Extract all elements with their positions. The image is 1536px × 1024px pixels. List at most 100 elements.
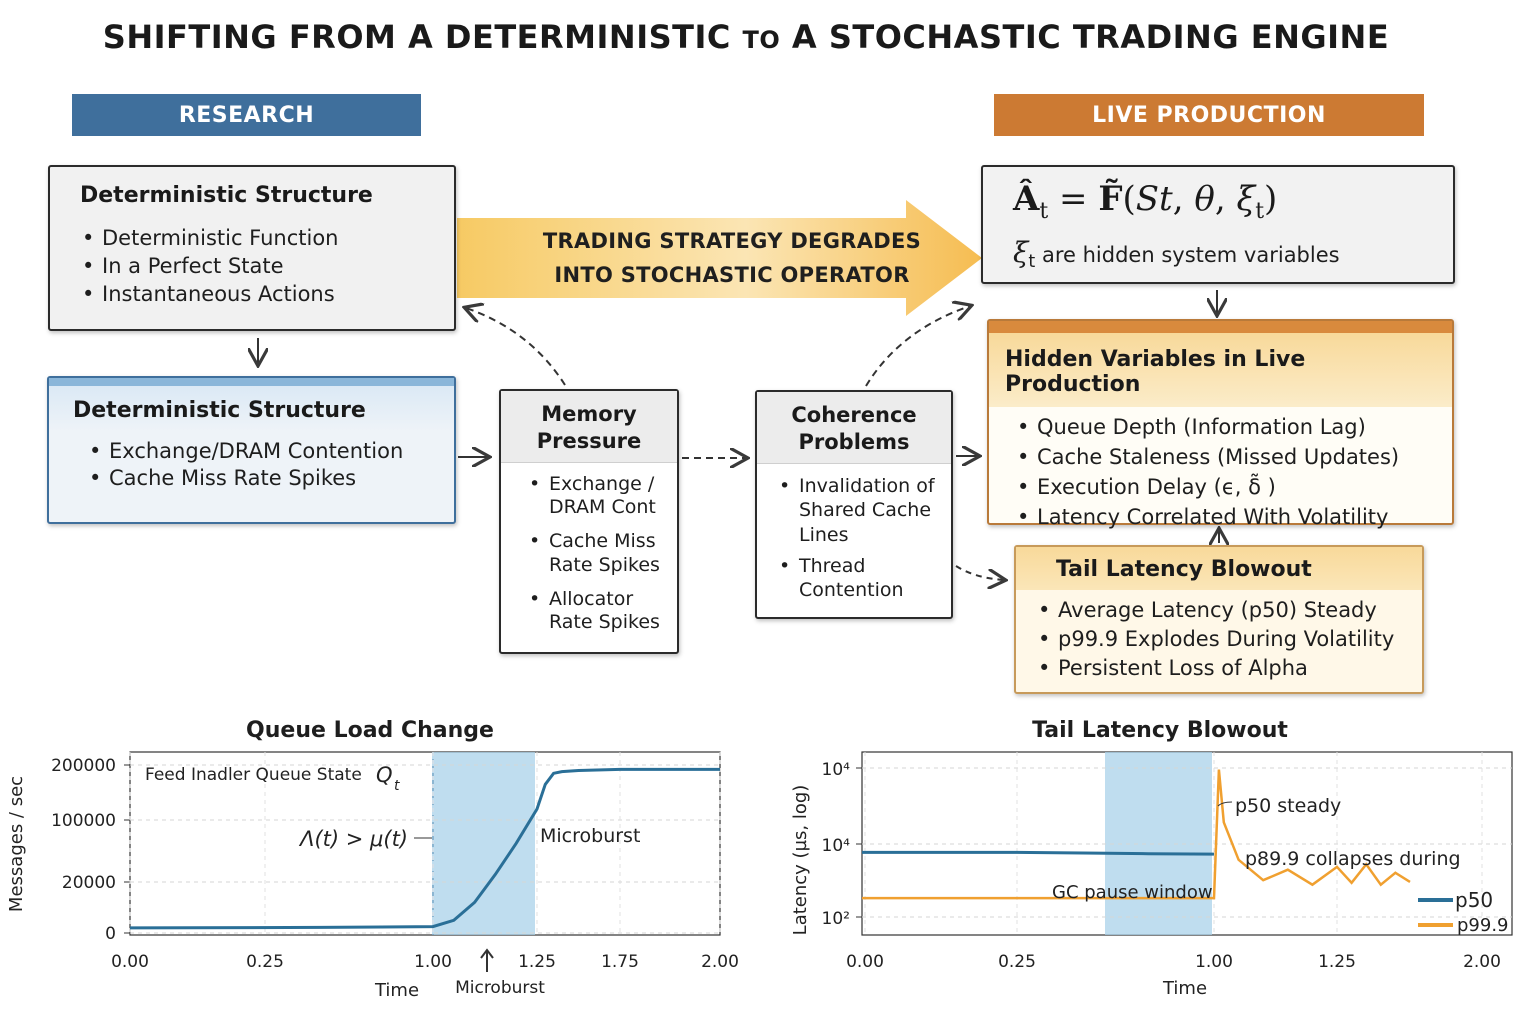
research-banner: RESEARCH <box>72 94 421 136</box>
title-part2: A STOCHASTIC TRADING ENGINE <box>791 18 1390 56</box>
y-axis-label: Latency (µs, log) <box>790 785 811 936</box>
formula-equals: = <box>1048 179 1099 219</box>
transition-line1: TRADING STRATEGY DEGRADES <box>542 229 922 253</box>
stochastic-formula-box: Ât = F̃(St, θ, ξt) ξt are hidden system … <box>981 165 1455 284</box>
formula-open: ( <box>1122 179 1136 219</box>
list-item: Cache Miss Rate Spikes <box>87 468 416 490</box>
formula-arg1: St <box>1135 179 1173 219</box>
memory-to-det1-arrow <box>466 308 566 386</box>
transition-arrow-label: TRADING STRATEGY DEGRADES INTO STOCHASTI… <box>500 224 964 292</box>
bullet-list: Invalidation of Shared Cache Lines Threa… <box>757 464 951 603</box>
p50-line <box>862 850 1215 856</box>
list-item: Execution Delay (ϵ, δ̃ ) <box>1015 477 1426 499</box>
memory-pressure-box: Memory Pressure Exchange / DRAM Cont Cac… <box>499 389 679 654</box>
latency-chart-title: Tail Latency Blowout <box>1032 718 1288 743</box>
box-title: Memory Pressure <box>536 402 642 454</box>
condition-label: Λ(t) > μ(t) <box>298 827 408 851</box>
y-tick-label: 20000 <box>62 873 116 893</box>
live-production-banner: LIVE PRODUCTION <box>994 94 1424 136</box>
formula-comma1: , <box>1172 179 1195 219</box>
x-tick-label: 2.00 <box>701 952 739 972</box>
list-item: Invalidation of Shared Cache Lines <box>777 474 945 548</box>
series-label: Feed Inadler Queue State <box>145 765 362 785</box>
formula-lhs-sub: t <box>1039 198 1049 224</box>
bullet-list: Queue Depth (Information Lag) Cache Stal… <box>989 407 1452 547</box>
formula-arg2: θ <box>1194 179 1215 219</box>
bullet-list: Average Latency (p50) Steady p99.9 Explo… <box>1016 590 1422 697</box>
deterministic-structure-box-2: Deterministic Structure Exchange/DRAM Co… <box>47 376 456 524</box>
deterministic-structure-box: Deterministic Structure Deterministic Fu… <box>48 165 456 331</box>
queue-chart-title: Queue Load Change <box>246 718 494 743</box>
page-title: SHIFTING FROM A DETERMINISTIC TO A STOCH… <box>0 18 1492 56</box>
list-item: Cache Miss Rate Spikes <box>527 530 671 578</box>
series-symbol: Q <box>376 763 393 787</box>
x-tick-label: 1.00 <box>1195 952 1233 972</box>
legend-p99-label: p99.9 <box>1457 915 1509 936</box>
y-tick-label: 10⁴ <box>822 836 851 856</box>
box-top-bar <box>49 378 454 386</box>
x-tick-label: 1.75 <box>601 952 639 972</box>
x-tick-label: 0.25 <box>246 952 284 972</box>
bullet-list: Exchange / DRAM Cont Cache Miss Rate Spi… <box>501 463 677 636</box>
y-tick-label: 0 <box>105 924 116 944</box>
legend-p50-label: p50 <box>1455 888 1493 912</box>
note-symbol: ξ <box>1013 235 1029 269</box>
formula-func: F̃ <box>1098 179 1123 219</box>
p99-line <box>862 769 1411 900</box>
formula-lhs: Â <box>1013 179 1040 219</box>
x-axis-label: Time <box>374 980 419 1001</box>
coherence-problems-box: Coherence Problems Invalidation of Share… <box>755 390 953 619</box>
list-item: Instantaneous Actions <box>80 284 424 306</box>
series-line <box>129 767 720 930</box>
box-header: Hidden Variables in Live Production <box>989 333 1452 407</box>
coherence-to-arrow-arrow <box>865 306 970 387</box>
x-tick-label: 1.00 <box>414 952 452 972</box>
formula-arg3-sub: t <box>1255 198 1265 224</box>
microburst-region <box>432 752 535 935</box>
title-part1: SHIFTING FROM A DETERMINISTIC <box>102 18 731 56</box>
tail-latency-box: Tail Latency Blowout Average Latency (p5… <box>1014 545 1424 694</box>
list-item: Thread Contention <box>777 554 945 603</box>
bullet-list: Exchange/DRAM Contention Cache Miss Rate… <box>49 431 454 505</box>
x-tick-label: 0.25 <box>998 952 1036 972</box>
formula: Ât = F̃(St, θ, ξt) <box>1013 179 1423 224</box>
plot-area <box>129 751 721 936</box>
arrow-label: Microburst <box>455 978 545 998</box>
hidden-variables-box: Hidden Variables in Live Production Queu… <box>987 319 1454 528</box>
formula-arg3: ξ <box>1236 179 1256 219</box>
list-item: Cache Staleness (Missed Updates) <box>1015 447 1426 469</box>
y-tick-label: 10² <box>822 909 850 929</box>
box-header: Tail Latency Blowout <box>1016 547 1422 590</box>
x-tick-label: 2.00 <box>1463 952 1501 972</box>
box-title: Tail Latency Blowout <box>1056 557 1312 582</box>
p50-leader <box>1217 801 1233 807</box>
y-tick-label: 100000 <box>51 811 116 831</box>
note-text: are hidden system variables <box>1041 242 1340 267</box>
formula-note: ξt are hidden system variables <box>1013 236 1423 272</box>
box-header: Deterministic Structure <box>49 386 454 431</box>
y-axis-label: Messages / sec <box>6 776 27 912</box>
title-connector: TO <box>742 26 781 54</box>
transition-arrow <box>457 200 982 316</box>
tail-latency-chart: 10² 10⁴ 10⁴ 0.00 0.25 1.00 1.25 2.00 p50 steady p… <box>790 751 1513 999</box>
y-tick-label: 200000 <box>51 756 116 776</box>
formula-close: ) <box>1264 179 1278 219</box>
x-axis-label: Time <box>1162 978 1207 999</box>
microburst-arrow <box>480 948 494 972</box>
x-tick-label: 1.25 <box>518 952 556 972</box>
series-symbol-sub: t <box>394 778 400 794</box>
box-header: Memory Pressure <box>501 391 677 463</box>
p99-annotation: p89.9 collapses during <box>1245 848 1461 870</box>
list-item: Exchange/DRAM Contention <box>87 441 416 463</box>
list-item: Persistent Loss of Alpha <box>1036 658 1402 680</box>
list-item: p99.9 Explodes During Volatility <box>1036 629 1402 651</box>
list-item: In a Perfect State <box>80 256 424 278</box>
y-tick-label: 10⁴ <box>822 760 851 780</box>
x-tick-label: 1.25 <box>1318 952 1356 972</box>
region-label: Microburst <box>540 825 640 847</box>
box-header: Coherence Problems <box>757 392 951 464</box>
box-title: Deterministic Structure <box>73 398 366 423</box>
coherence-to-tail-arrow <box>955 565 1004 580</box>
note-symbol-sub: t <box>1028 251 1036 272</box>
